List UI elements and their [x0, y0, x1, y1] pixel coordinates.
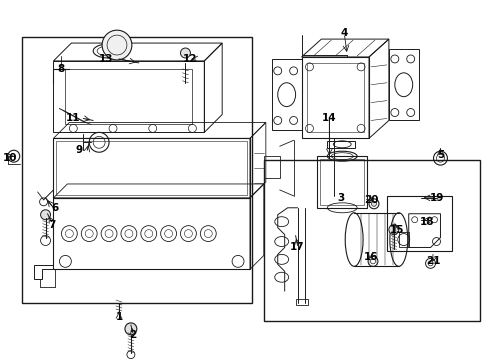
Text: 20: 20: [363, 195, 378, 205]
Bar: [388, 49, 418, 121]
Text: 15: 15: [389, 225, 403, 235]
Bar: [271, 59, 301, 130]
Text: 1: 1: [115, 312, 122, 322]
Bar: [53, 61, 204, 132]
Circle shape: [371, 201, 376, 206]
Text: 13: 13: [99, 54, 113, 64]
Text: 17: 17: [290, 243, 305, 252]
Bar: [53, 138, 249, 198]
Text: 16: 16: [363, 252, 378, 262]
Text: 8: 8: [58, 64, 65, 74]
Text: 7: 7: [48, 220, 55, 230]
Bar: [301, 57, 368, 138]
Text: 2: 2: [129, 330, 136, 340]
Text: 21: 21: [426, 256, 440, 266]
Text: 10: 10: [2, 153, 17, 163]
Text: 4: 4: [340, 28, 347, 38]
Circle shape: [102, 30, 132, 60]
Bar: [21, 37, 251, 303]
Bar: [326, 141, 354, 148]
Text: 14: 14: [322, 113, 336, 123]
Circle shape: [41, 210, 50, 220]
Text: 19: 19: [428, 193, 443, 203]
Text: 12: 12: [183, 54, 197, 64]
Bar: [53, 198, 249, 269]
Bar: [295, 299, 307, 305]
Text: 9: 9: [76, 145, 82, 155]
Bar: [65, 69, 192, 125]
Bar: [317, 156, 366, 208]
Bar: [264, 156, 279, 178]
Circle shape: [124, 323, 137, 335]
Text: 6: 6: [52, 203, 59, 213]
Bar: [386, 196, 451, 251]
Text: 18: 18: [419, 217, 433, 227]
Bar: [306, 63, 364, 132]
Text: 5: 5: [436, 150, 443, 160]
Bar: [264, 160, 479, 321]
Circle shape: [388, 225, 398, 235]
Circle shape: [180, 48, 190, 58]
Text: 3: 3: [337, 193, 344, 203]
Bar: [398, 231, 408, 247]
Bar: [56, 141, 246, 195]
Text: 11: 11: [66, 113, 81, 123]
Bar: [320, 159, 364, 205]
